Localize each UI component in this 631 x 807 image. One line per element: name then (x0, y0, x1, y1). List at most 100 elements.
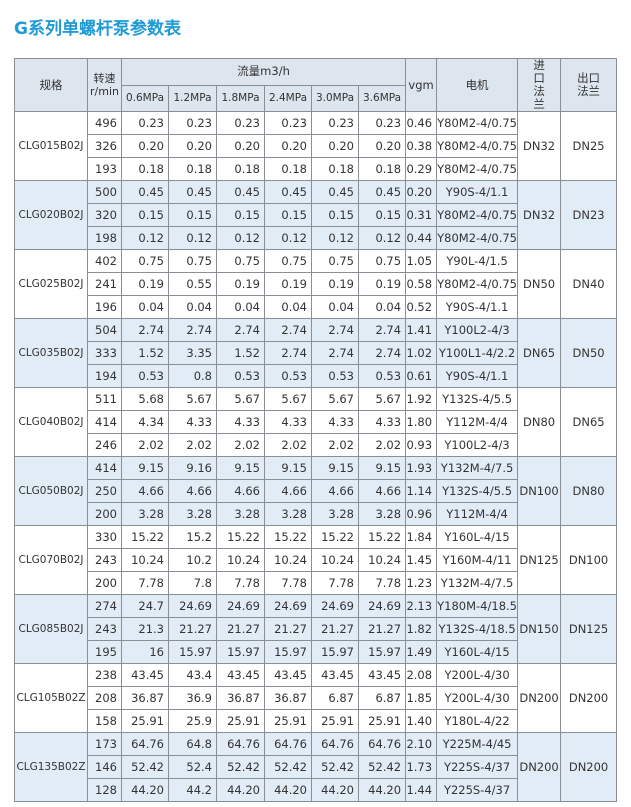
value-cell: 25.91 (264, 709, 312, 733)
header-cell: 转速 r/min (87, 58, 122, 112)
header-text: 出口 法兰 (577, 71, 601, 98)
header-cell: 电机 (436, 58, 519, 112)
value-cell: 0.12 (216, 226, 265, 250)
motor-cell: Y90S-4/1.1 (436, 295, 519, 319)
value-cell: 9.15 (311, 456, 359, 480)
value-cell: 0.45 (168, 180, 217, 204)
speed-cell: 402 (87, 249, 122, 273)
value-cell: 1.85 (405, 686, 438, 710)
motor-cell: Y200L-4/30 (436, 686, 519, 710)
value-cell: 5.67 (216, 387, 265, 411)
value-cell: 0.96 (405, 502, 438, 526)
table-row: 158 25.91 25.9 25.91 25.91 25.91 25.91 1.40 Y180… (15, 709, 617, 733)
speed-cell: 128 (87, 778, 122, 802)
value-cell: 0.12 (121, 226, 169, 250)
value-cell: 0.04 (264, 295, 312, 319)
table-row: CLG020B02J 500 0.45 0.45 0.45 0.45 0.45 0.45 0.2… (14, 180, 618, 250)
value-cell: 25.91 (357, 709, 407, 733)
model-cell: CLG020B02J (14, 180, 88, 250)
value-cell: 2.08 (405, 663, 438, 687)
value-cell: 52.42 (264, 755, 312, 779)
value-cell: 0.15 (264, 203, 312, 227)
value-cell: 2.13 (405, 594, 438, 618)
speed-cell: 243 (87, 548, 122, 572)
value-cell: 9.15 (264, 456, 312, 480)
inlet-cell: DN65 (517, 318, 562, 388)
value-cell: 5.67 (357, 387, 407, 411)
motor-cell: Y180L-4/22 (436, 709, 519, 733)
value-cell: 2.02 (121, 433, 169, 457)
value-cell: 15.97 (311, 640, 359, 664)
outlet-cell: DN200 (560, 732, 618, 802)
value-cell: 0.75 (311, 249, 359, 273)
speed-cell: 146 (87, 755, 122, 779)
value-cell: 43.45 (121, 663, 169, 687)
value-cell: 0.18 (311, 157, 359, 181)
value-cell: 36.87 (121, 686, 169, 710)
motor-cell: Y100L2-4/3 (436, 318, 519, 342)
value-cell: 52.42 (357, 755, 407, 779)
motor-cell: Y112M-4/4 (436, 410, 519, 434)
table-row: 146 52.42 52.4 52.42 52.42 52.42 52.42 1.73 Y225… (15, 755, 617, 779)
value-cell: 7.8 (168, 571, 217, 595)
value-cell: 0.45 (311, 180, 359, 204)
motor-cell: Y132S-4/18.5 (436, 617, 519, 641)
value-cell: 0.18 (121, 157, 169, 181)
value-cell: 21.27 (216, 617, 265, 641)
motor-cell: Y200L-4/30 (436, 663, 519, 687)
header-cell: 规格 (14, 58, 88, 112)
value-cell: 1.93 (405, 456, 438, 480)
table-row: 250 4.66 4.66 4.66 4.66 4.66 4.66 1.14 Y132S-4/5… (15, 479, 617, 503)
value-cell: 0.15 (216, 203, 265, 227)
value-cell: 1.40 (405, 709, 438, 733)
value-cell: 0.75 (216, 249, 265, 273)
model-cell: CLG040B02J (14, 387, 88, 457)
value-cell: 7.78 (357, 571, 407, 595)
value-cell: 4.66 (216, 479, 265, 503)
model-cell: CLG070B02J (14, 525, 88, 595)
value-cell: 5.68 (121, 387, 169, 411)
value-cell: 4.33 (168, 410, 217, 434)
value-cell: 52.42 (311, 755, 359, 779)
value-cell: 15.22 (264, 525, 312, 549)
header-text: 进口 法兰 (533, 58, 545, 111)
value-cell: 1.84 (405, 525, 438, 549)
value-cell: 0.19 (264, 272, 312, 296)
value-cell: 64.8 (168, 732, 217, 756)
value-cell: 9.15 (121, 456, 169, 480)
value-cell: 0.20 (121, 134, 169, 158)
value-cell: 0.53 (216, 364, 265, 388)
inlet-cell: DN200 (517, 663, 562, 733)
value-cell: 1.52 (216, 341, 265, 365)
header-cell: 1.8MPa (216, 84, 265, 112)
value-cell: 0.75 (121, 249, 169, 273)
value-cell: 15.2 (168, 525, 217, 549)
value-cell: 4.33 (216, 410, 265, 434)
speed-cell: 414 (87, 410, 122, 434)
header-text: vgm (408, 77, 434, 92)
motor-cell: Y132S-4/5.5 (436, 479, 519, 503)
value-cell: 21.27 (357, 617, 407, 641)
table-row: 243 21.3 21.27 21.27 21.27 21.27 21.27 1.82 Y132… (15, 617, 617, 641)
motor-cell: Y112M-4/4 (436, 502, 519, 526)
table-row: 128 44.20 44.2 44.20 44.20 44.20 44.20 1.44 Y225… (15, 778, 617, 802)
value-cell: 0.45 (264, 180, 312, 204)
value-cell: 64.76 (311, 732, 359, 756)
value-cell: 10.24 (121, 548, 169, 572)
inlet-cell: DN100 (517, 456, 562, 526)
motor-cell: Y100L2-4/3 (436, 433, 519, 457)
value-cell: 1.73 (405, 755, 438, 779)
value-cell: 44.20 (264, 778, 312, 802)
value-cell: 0.8 (168, 364, 217, 388)
table-row: 193 0.18 0.18 0.18 0.18 0.18 0.18 0.29 Y80M2-4/0… (15, 157, 617, 181)
table-row: CLG025B02J 402 0.75 0.75 0.75 0.75 0.75 0.75 1.0… (14, 249, 618, 319)
value-cell: 21.3 (121, 617, 169, 641)
value-cell: 2.02 (168, 433, 217, 457)
value-cell: 6.87 (311, 686, 359, 710)
value-cell: 0.20 (405, 180, 438, 204)
value-cell: 24.69 (168, 594, 217, 618)
motor-cell: Y80M2-4/0.75 (436, 226, 519, 250)
table-row: 200 3.28 3.28 3.28 3.28 3.28 3.28 0.96 Y112M-4/4 (15, 502, 617, 526)
speed-cell: 200 (87, 571, 122, 595)
value-cell: 0.44 (405, 226, 438, 250)
